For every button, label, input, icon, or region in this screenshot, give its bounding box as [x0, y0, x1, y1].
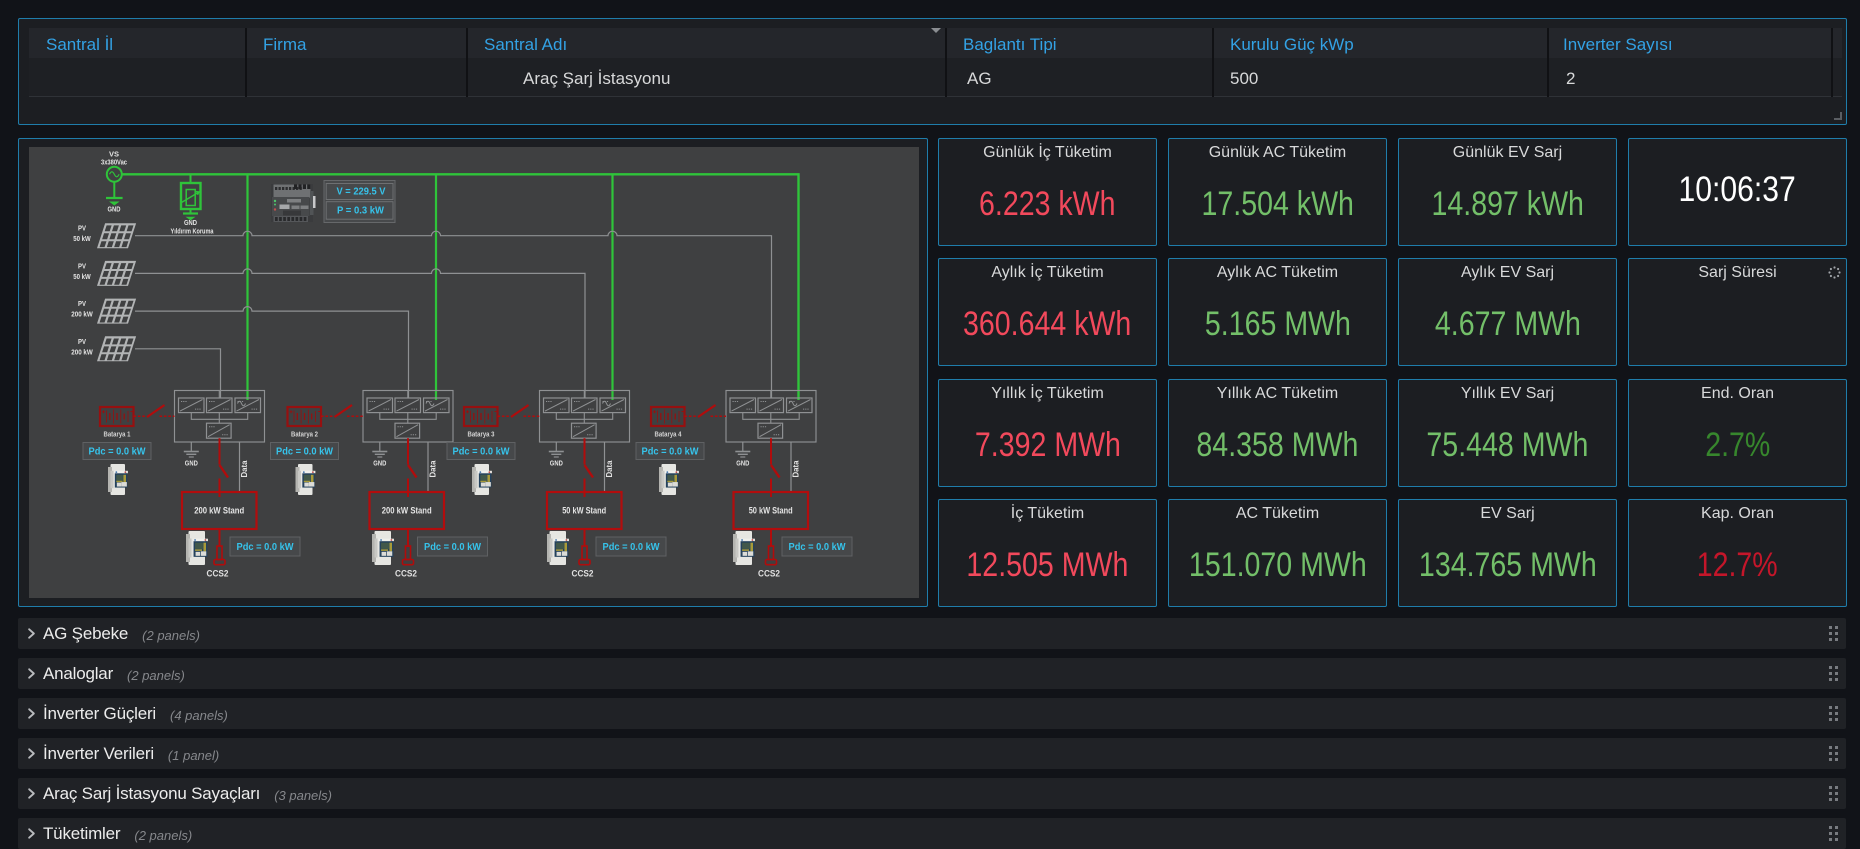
- svg-text:Pdc = 0.0 kW: Pdc = 0.0 kW: [453, 447, 511, 458]
- svg-text:3x380Vac: 3x380Vac: [101, 160, 127, 167]
- svg-text:Data: Data: [429, 460, 438, 478]
- svg-text:200 kW: 200 kW: [71, 349, 93, 356]
- svg-text:PV: PV: [78, 301, 86, 308]
- svg-text:50 kW: 50 kW: [73, 274, 91, 281]
- svg-text:Batarya 2: Batarya 2: [291, 430, 318, 439]
- svg-text:GND: GND: [373, 461, 386, 468]
- svg-text:Pdc = 0.0 kW: Pdc = 0.0 kW: [603, 542, 661, 553]
- svg-text:200 kW: 200 kW: [71, 312, 93, 319]
- svg-text:Pdc = 0.0 kW: Pdc = 0.0 kW: [789, 542, 847, 553]
- svg-text:V = 229.5 V: V = 229.5 V: [337, 187, 386, 198]
- svg-text:PV: PV: [78, 339, 86, 346]
- svg-text:Pdc = 0.0 kW: Pdc = 0.0 kW: [237, 542, 295, 553]
- svg-text:GND: GND: [184, 220, 197, 227]
- svg-text:CCS2: CCS2: [758, 569, 780, 579]
- svg-text:Yıldırım Koruma: Yıldırım Koruma: [171, 229, 214, 236]
- svg-text:PV: PV: [78, 226, 86, 233]
- svg-text:Data: Data: [605, 460, 614, 478]
- svg-text:PV: PV: [78, 263, 86, 270]
- svg-text:Pdc = 0.0 kW: Pdc = 0.0 kW: [424, 542, 482, 553]
- svg-text:CCS2: CCS2: [572, 569, 594, 579]
- svg-text:50 kW Stand: 50 kW Stand: [562, 506, 606, 517]
- svg-text:GND: GND: [108, 207, 121, 214]
- svg-text:CCS2: CCS2: [395, 569, 417, 579]
- svg-text:50 kW Stand: 50 kW Stand: [749, 506, 793, 517]
- svg-text:Pdc = 0.0 kW: Pdc = 0.0 kW: [276, 447, 334, 458]
- svg-text:200 kW Stand: 200 kW Stand: [194, 506, 244, 517]
- svg-text:P = 0.3 kW: P = 0.3 kW: [337, 206, 385, 217]
- svg-text:200 kW Stand: 200 kW Stand: [382, 506, 432, 517]
- svg-text:Batarya 4: Batarya 4: [655, 430, 683, 439]
- svg-text:Batarya 1: Batarya 1: [104, 430, 131, 439]
- svg-text:Data: Data: [240, 460, 249, 478]
- svg-text:Batarya 3: Batarya 3: [468, 430, 495, 439]
- svg-text:50 kW: 50 kW: [73, 236, 91, 243]
- svg-text:GND: GND: [550, 461, 563, 468]
- svg-text:VS: VS: [109, 152, 119, 159]
- svg-text:GND: GND: [736, 461, 749, 468]
- svg-text:Pdc = 0.0 kW: Pdc = 0.0 kW: [89, 447, 147, 458]
- svg-text:Pdc = 0.0 kW: Pdc = 0.0 kW: [642, 447, 700, 458]
- svg-text:GND: GND: [185, 461, 198, 468]
- svg-text:Data: Data: [792, 460, 801, 478]
- svg-text:CCS2: CCS2: [207, 569, 229, 579]
